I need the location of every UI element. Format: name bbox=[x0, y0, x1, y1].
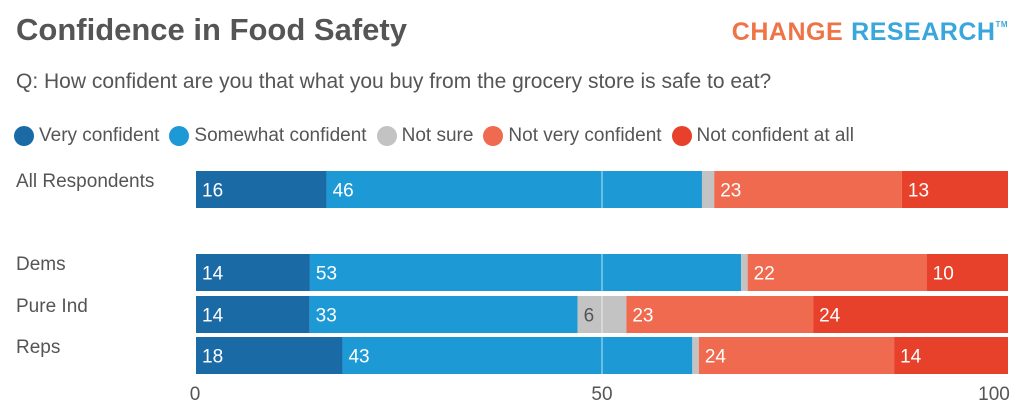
data-label: 46 bbox=[333, 181, 354, 202]
data-label: 23 bbox=[720, 181, 741, 202]
legend-label: Not very confident bbox=[508, 125, 662, 146]
bar-segment bbox=[626, 296, 814, 333]
legend-item-somewhat-confident: Somewhat confident bbox=[169, 125, 367, 147]
legend-marker-icon bbox=[169, 126, 190, 146]
category-label: Pure Ind bbox=[16, 296, 88, 317]
data-label: 16 bbox=[202, 181, 223, 202]
legend-label: Somewhat confident bbox=[194, 125, 367, 146]
bar-segment bbox=[894, 337, 1008, 374]
data-label: 53 bbox=[316, 264, 337, 285]
bar-segment bbox=[196, 337, 343, 374]
data-label: 6 bbox=[584, 306, 595, 327]
data-label: 43 bbox=[348, 347, 369, 368]
bar-segment bbox=[901, 171, 1008, 208]
category-label: Reps bbox=[16, 337, 60, 358]
legend-item-very-confident: Very confident bbox=[14, 125, 159, 147]
data-label: 14 bbox=[202, 264, 224, 285]
data-label: 24 bbox=[819, 306, 841, 327]
bar-segment bbox=[342, 337, 693, 374]
data-label: 23 bbox=[632, 306, 653, 327]
data-label: 13 bbox=[908, 181, 929, 202]
bar-segment bbox=[196, 296, 310, 333]
legend-label: Not confident at all bbox=[696, 125, 854, 146]
data-label: 18 bbox=[202, 347, 223, 368]
legend-marker-icon bbox=[483, 126, 504, 146]
bar-segment bbox=[196, 171, 327, 208]
change-research-logo: CHANGE RESEARCHTM bbox=[731, 18, 1008, 46]
data-label: 33 bbox=[316, 306, 337, 327]
x-tick-label: 50 bbox=[591, 384, 612, 405]
legend-label: Very confident bbox=[39, 125, 160, 146]
bar-segment bbox=[926, 254, 1008, 291]
legend-marker-icon bbox=[376, 126, 397, 146]
bar-segment bbox=[813, 296, 1008, 333]
bar-segment bbox=[692, 337, 699, 374]
legend-label: Not sure bbox=[401, 125, 474, 146]
bar-segment bbox=[309, 254, 742, 291]
data-label: 24 bbox=[705, 347, 727, 368]
bar-segment bbox=[326, 171, 702, 208]
bar-segment bbox=[698, 337, 895, 374]
data-label: 14 bbox=[900, 347, 922, 368]
bar-segment bbox=[741, 254, 748, 291]
legend-marker-icon bbox=[14, 126, 34, 146]
bar-segment bbox=[309, 296, 578, 333]
legend-marker-icon bbox=[671, 126, 692, 146]
legend: Very confident Somewhat confident Not su… bbox=[14, 125, 864, 147]
bar-segment bbox=[747, 254, 927, 291]
bar-segment bbox=[714, 171, 902, 208]
x-tick-label: 0 bbox=[190, 384, 201, 405]
legend-item-not-confident-at-all: Not confident at all bbox=[671, 125, 854, 147]
category-label: All Respondents bbox=[16, 171, 154, 192]
question-subtitle: Q: How confident are you that what you b… bbox=[16, 70, 772, 93]
bar-segment bbox=[701, 171, 715, 208]
legend-item-not-sure: Not sure bbox=[376, 125, 474, 147]
data-label: 14 bbox=[202, 306, 224, 327]
legend-item-not-very-confident: Not very confident bbox=[483, 125, 662, 147]
x-tick-label: 100 bbox=[978, 384, 1010, 405]
data-label: 10 bbox=[933, 264, 954, 285]
data-label: 22 bbox=[754, 264, 775, 285]
bar-segment bbox=[196, 254, 310, 291]
category-label: Dems bbox=[16, 254, 66, 275]
chart-title: Confidence in Food Safety bbox=[16, 12, 407, 47]
